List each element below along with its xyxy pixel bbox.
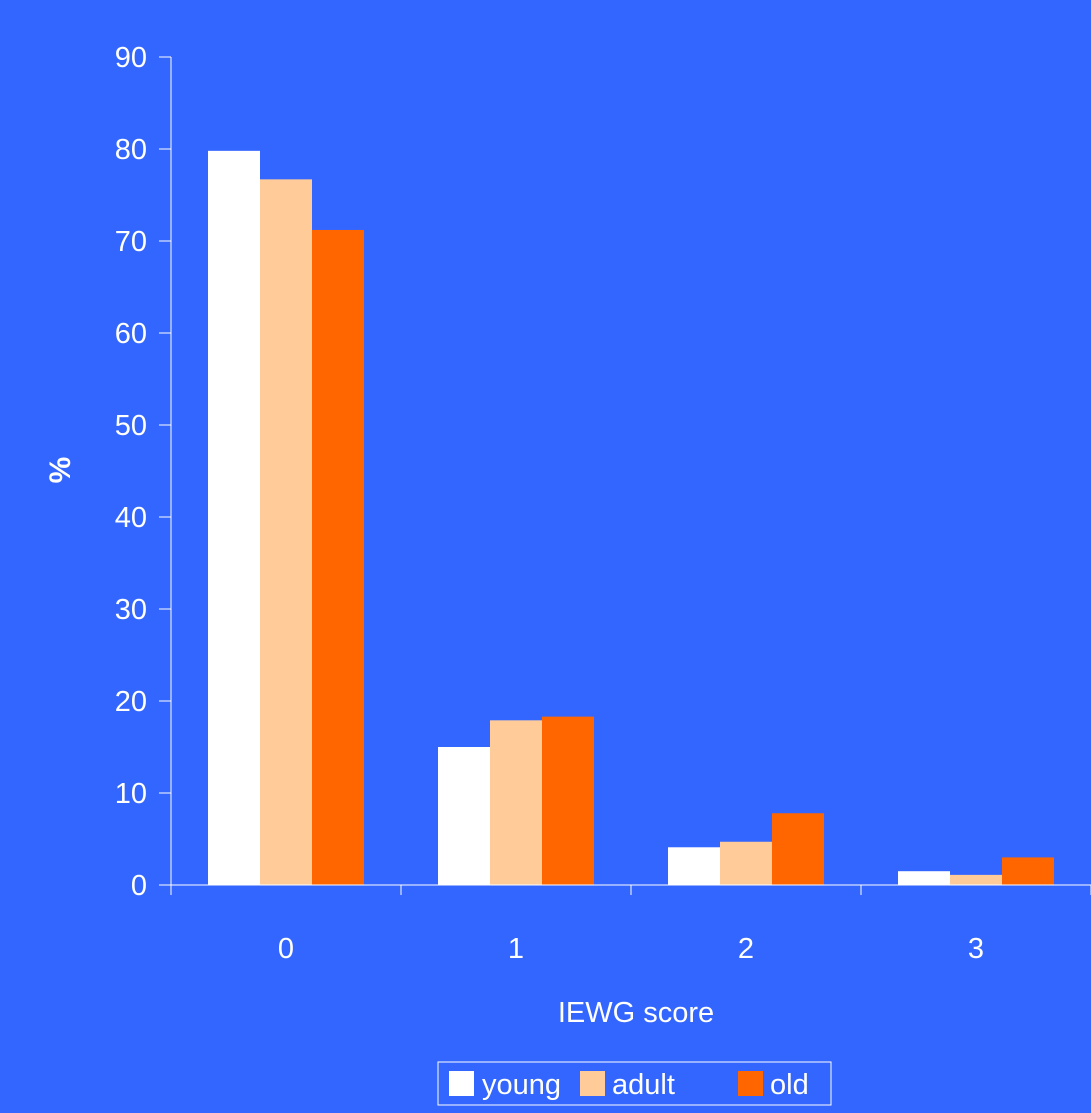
legend-swatch-old	[738, 1071, 763, 1096]
x-axis-ticks: 0 1 2 3	[170, 885, 1091, 965]
legend-box	[437, 1061, 832, 1106]
y-tick-label: 20	[115, 686, 147, 718]
bars-group	[208, 150, 1054, 886]
legend-label-old: old	[770, 1069, 809, 1101]
bar-adult-3	[950, 874, 1002, 885]
y-tick-label: 80	[115, 134, 147, 166]
legend-swatch-adult	[580, 1071, 605, 1096]
bar-adult-0	[260, 179, 312, 886]
bar-old-1	[542, 716, 594, 885]
y-axis-ticks: 0 10 20 30 40 50 60 70 80 90	[115, 42, 171, 902]
bar-adult-2	[720, 841, 772, 885]
y-tick-label: 40	[115, 502, 147, 534]
bar-old-2	[772, 813, 824, 885]
y-tick-label: 30	[115, 594, 147, 626]
x-tick-label: 1	[508, 933, 524, 965]
x-axis-label: IEWG score	[558, 997, 714, 1029]
y-axis-label: %	[44, 457, 77, 484]
y-tick-label: 50	[115, 410, 147, 442]
y-tick-label: 70	[115, 226, 147, 258]
x-tick-label: 3	[968, 933, 984, 965]
bar-old-3	[1002, 857, 1054, 885]
y-tick-label: 60	[115, 318, 147, 350]
legend-swatch-young	[449, 1071, 474, 1096]
legend-label-young: young	[482, 1069, 561, 1101]
legend-items: young adult old	[449, 1069, 809, 1101]
bar-young-1	[438, 747, 490, 885]
x-tick-label: 0	[278, 933, 294, 965]
bar-old-0	[312, 229, 364, 885]
legend: young adult old	[437, 1061, 832, 1106]
y-tick-label: 10	[115, 778, 147, 810]
bar-adult-1	[490, 720, 542, 885]
bar-young-2	[668, 847, 720, 885]
bar-young-0	[208, 150, 260, 886]
x-tick-label: 2	[738, 933, 754, 965]
y-tick-label: 0	[131, 870, 147, 902]
legend-label-adult: adult	[612, 1069, 675, 1101]
bar-young-3	[898, 871, 950, 885]
y-tick-label: 90	[115, 42, 147, 74]
